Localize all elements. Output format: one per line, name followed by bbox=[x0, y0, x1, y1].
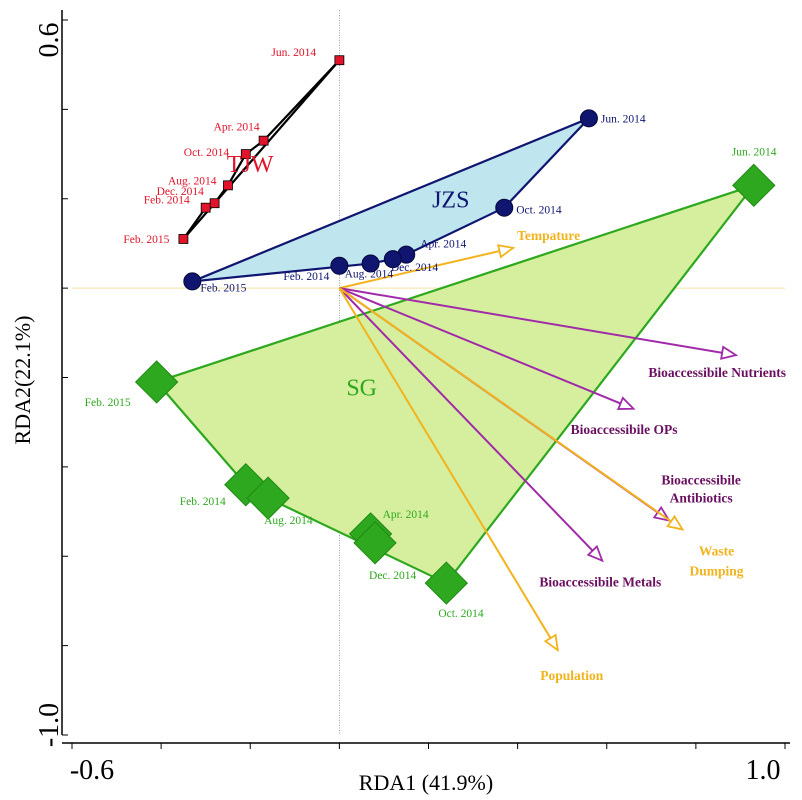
jzs-label-jun-2014: Jun. 2014 bbox=[601, 113, 646, 125]
arrow-label-bioaccessibile-antibiotics: Bioaccessibile Antibiotics bbox=[661, 473, 741, 506]
arrow-label-bioaccessibile-ops: Bioaccessibile OPs bbox=[571, 422, 678, 437]
tjw-point-feb-2014 bbox=[200, 202, 211, 213]
arrow-waste-dumping bbox=[338, 287, 684, 531]
tjw-label-dec-2014: Dec. 2014 bbox=[157, 186, 205, 198]
x-tick-label-right: 1.0 bbox=[746, 755, 781, 786]
jzs-point-jun-2014 bbox=[579, 109, 598, 128]
arrow-tempature bbox=[339, 246, 514, 290]
group-label-tjw: TJW bbox=[227, 152, 274, 178]
tjw-label-apr-2014: Apr. 2014 bbox=[214, 122, 260, 134]
arrowhead-bioaccessibile-metals bbox=[586, 544, 604, 563]
tjw-point-jun-2014 bbox=[334, 55, 345, 66]
arrow-population bbox=[338, 287, 559, 651]
sg-label-feb-2014: Feb. 2014 bbox=[180, 496, 226, 508]
arrow-label-population: Population bbox=[540, 668, 604, 683]
arrow-bioaccessibile-nutrients bbox=[339, 287, 737, 357]
tjw-label-feb-2015: Feb. 2015 bbox=[123, 234, 169, 246]
group-label-jzs: JZS bbox=[432, 188, 469, 214]
arrows-layer bbox=[338, 244, 739, 653]
sg-point-oct-2014 bbox=[424, 561, 469, 605]
tjw-label-oct-2014: Oct. 2014 bbox=[184, 147, 230, 159]
jzs-label-apr-2014: Apr. 2014 bbox=[420, 239, 466, 251]
jzs-label-dec-2014: Dec. 2014 bbox=[391, 262, 439, 274]
x-axis-title: RDA1 (41.9%) bbox=[359, 770, 493, 795]
tjw-point-dec-2014 bbox=[209, 198, 220, 209]
tjw-point-apr-2014 bbox=[258, 135, 269, 146]
group-label-sg: SG bbox=[346, 375, 377, 401]
tjw-point-aug-2014 bbox=[223, 180, 233, 191]
sg-label-jun-2014: Jun. 2014 bbox=[732, 146, 777, 158]
arrow-bioaccessibile-metals bbox=[338, 287, 604, 562]
arrow-label-tempature: Tempature bbox=[517, 228, 580, 243]
y-tick-label-top: 0.6 bbox=[34, 23, 65, 58]
jzs-point-dec-2014 bbox=[383, 250, 402, 269]
jzs-label-aug-2014: Aug. 2014 bbox=[345, 269, 394, 281]
sg-point-feb-2015 bbox=[134, 360, 179, 404]
tjw-label-aug-2014: Aug. 2014 bbox=[168, 175, 217, 187]
arrowhead-bioaccessibile-ops bbox=[616, 396, 636, 410]
tjw-label-jun-2014: Jun. 2014 bbox=[271, 47, 316, 59]
y-axis-title: RDA2(22.1%) bbox=[10, 316, 35, 445]
tjw-point-feb-2015 bbox=[178, 234, 189, 244]
sg-label-apr-2014: Apr. 2014 bbox=[383, 509, 429, 521]
jzs-point-oct-2014 bbox=[495, 198, 514, 217]
x-tick-label-left: -0.6 bbox=[70, 755, 114, 786]
arrowhead-waste-dumping bbox=[666, 514, 685, 531]
tjw-label-feb-2014: Feb. 2014 bbox=[144, 195, 190, 207]
sg-point-dec-2014 bbox=[353, 521, 397, 565]
jzs-point-feb-2014 bbox=[330, 256, 349, 275]
jzs-label-oct-2014: Oct. 2014 bbox=[516, 205, 562, 217]
arrowhead-tempature bbox=[496, 244, 516, 259]
sg-point-aug-2014 bbox=[246, 476, 290, 520]
jzs-point-aug-2014 bbox=[361, 254, 380, 273]
arrow-label-waste-dumping: Waste Dumping bbox=[689, 543, 743, 578]
sg-label-dec-2014: Dec. 2014 bbox=[369, 570, 417, 582]
arrowhead-population bbox=[543, 633, 559, 653]
sg-label-aug-2014: Aug. 2014 bbox=[264, 515, 313, 527]
sg-label-oct-2014: Oct. 2014 bbox=[438, 608, 484, 620]
jzs-label-feb-2014: Feb. 2014 bbox=[283, 271, 329, 283]
sg-point-feb-2014 bbox=[224, 463, 268, 507]
arrow-label-bioaccessibile-metals: Bioaccessibile Metals bbox=[539, 575, 661, 590]
sg-label-feb-2015: Feb. 2015 bbox=[85, 397, 131, 409]
tjw-point-oct-2014 bbox=[240, 149, 251, 159]
y-tick-label-bottom: -1.0 bbox=[34, 703, 65, 747]
axes-layer: 0.6 -1.0-0.6 1.0 bbox=[34, 10, 790, 786]
arrowhead-bioaccessibile-nutrients bbox=[720, 345, 739, 360]
jzs-label-feb-2015: Feb. 2015 bbox=[200, 282, 246, 294]
points-layer bbox=[134, 55, 776, 605]
arrow-bioaccessibile-ops bbox=[338, 287, 634, 410]
arrow-label-bioaccessibile-nutrients: Bioaccessibile Nutrients bbox=[648, 365, 786, 380]
sg-point-jun-2014 bbox=[732, 163, 776, 208]
jzs-point-feb-2015 bbox=[183, 272, 202, 291]
